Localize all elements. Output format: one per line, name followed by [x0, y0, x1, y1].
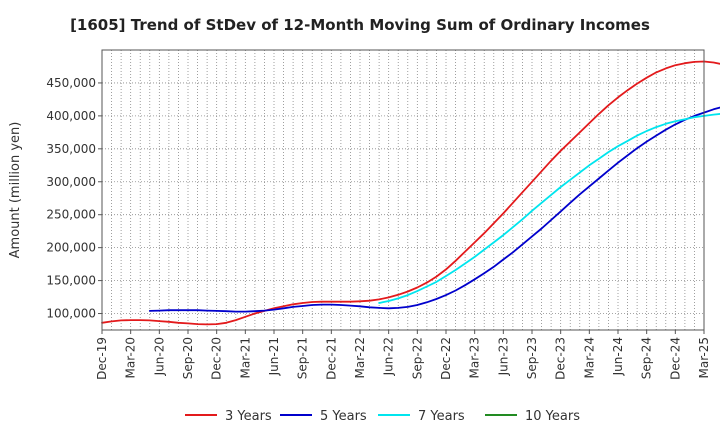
x-tick-label: Sep-22 [410, 337, 424, 379]
x-tick-label: Jun-20 [152, 337, 166, 376]
x-tick-label: Mar-20 [124, 337, 138, 378]
series-lines [101, 60, 720, 326]
x-tick-label: Jun-21 [267, 337, 281, 376]
x-axis-ticks: Dec-19 Mar-20 Jun-20 Sep-20 Dec-20 Mar-21 Jun-… [95, 330, 711, 380]
plot-frame [101, 49, 705, 331]
y-axis-label: Amount (million yen) [8, 122, 23, 259]
y-tick-label: 450,000 [46, 76, 96, 90]
x-tick-label: Jun-22 [382, 337, 396, 376]
x-tick-label: Mar-22 [353, 337, 367, 378]
x-tick-label: Dec-19 [95, 337, 109, 380]
legend-label-3-years: 3 Years [225, 409, 272, 424]
y-tick-label: 100,000 [46, 307, 96, 321]
y-tick-label: 250,000 [46, 208, 96, 222]
x-tick-label: Jun-23 [496, 337, 510, 376]
x-tick-label: Dec-24 [668, 337, 682, 380]
series-line-3-years [101, 60, 720, 326]
y-axis-ticks: 100,000 150,000 200,000 250,000 300,000 350,0… [46, 76, 102, 321]
grid-lines [102, 50, 704, 330]
x-tick-label: Dec-23 [554, 337, 568, 380]
legend-label-5-years: 5 Years [320, 409, 367, 424]
y-tick-label: 400,000 [46, 109, 96, 123]
x-tick-label: Sep-24 [640, 337, 654, 379]
x-tick-label: Dec-22 [439, 337, 453, 380]
x-tick-label: Mar-25 [697, 337, 711, 378]
x-tick-label: Sep-20 [181, 337, 195, 379]
y-tick-label: 150,000 [46, 274, 96, 288]
x-tick-label: Dec-20 [210, 337, 224, 380]
series-line-7-years [378, 113, 720, 304]
x-tick-label: Sep-21 [296, 337, 310, 379]
x-tick-label: Mar-23 [468, 337, 482, 378]
y-tick-label: 300,000 [46, 175, 96, 189]
chart-title: [1605] Trend of StDev of 12-Month Moving… [70, 16, 650, 34]
x-tick-label: Dec-21 [324, 337, 338, 380]
y-tick-label: 200,000 [46, 241, 96, 255]
x-tick-label: Jun-24 [611, 337, 625, 376]
legend-label-7-years: 7 Years [418, 409, 465, 424]
y-tick-label: 350,000 [46, 142, 96, 156]
x-tick-label: Mar-21 [238, 337, 252, 378]
x-tick-label: Mar-24 [582, 337, 596, 378]
x-tick-label: Sep-23 [525, 337, 539, 379]
series-line-5-years [148, 106, 720, 313]
legend: 3 Years 5 Years 7 Years 10 Years [185, 409, 580, 424]
legend-label-10-years: 10 Years [525, 409, 580, 424]
